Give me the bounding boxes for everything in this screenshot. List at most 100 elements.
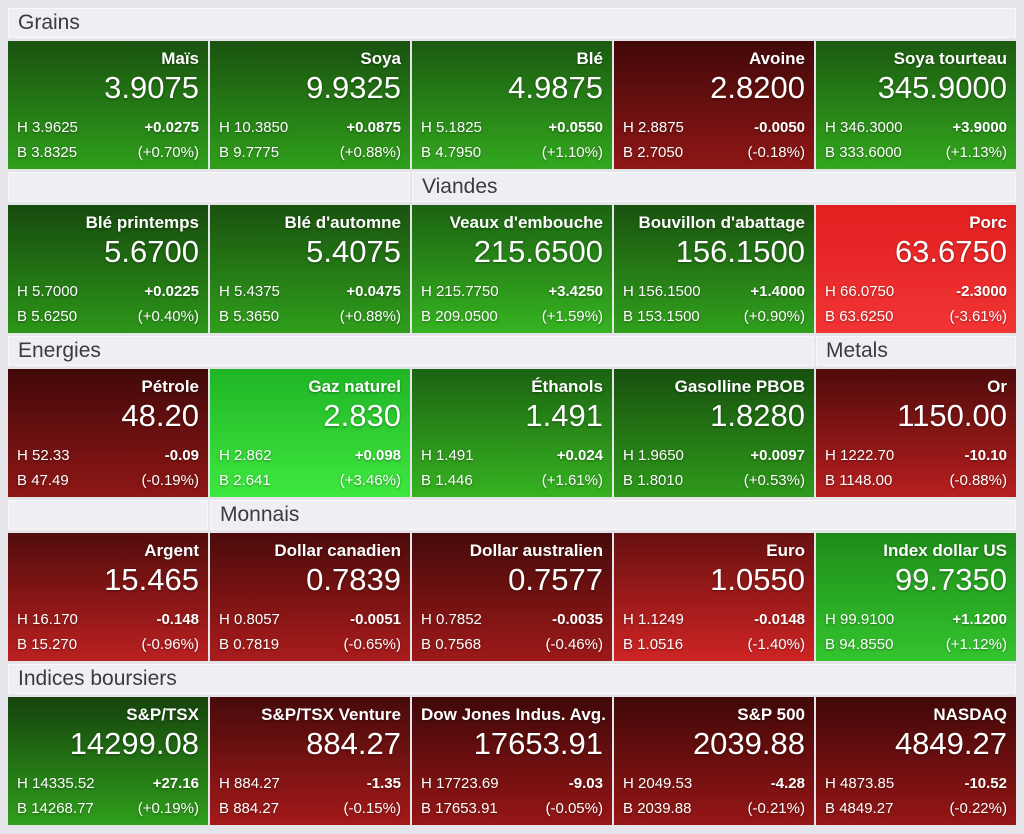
section-header: Indices boursiers bbox=[8, 664, 1016, 694]
quote-tile[interactable]: Porc 63.6750 H 66.0750 -2.3000 B 63.6250… bbox=[816, 205, 1016, 333]
low-prefix-label: B bbox=[219, 800, 230, 817]
high-prefix-label: H bbox=[421, 119, 432, 136]
quote-tile[interactable]: Maïs 3.9075 H 3.9625 +0.0275 B 3.8325 (+… bbox=[8, 41, 208, 169]
quote-details: H 215.7750 +3.4250 B 209.0500 (+1.59%) bbox=[421, 274, 603, 324]
quote-tile[interactable]: Éthanols 1.491 H 1.491 +0.024 B 1.446 (+… bbox=[412, 369, 612, 497]
quote-price: 5.6700 bbox=[104, 234, 199, 270]
quote-details: H 1.9650 +0.0097 B 1.8010 (+0.53%) bbox=[623, 438, 805, 488]
quote-tile[interactable]: Soya tourteau 345.9000 H 346.3000 +3.900… bbox=[816, 41, 1016, 169]
quote-tile[interactable]: Veaux d'embouche 215.6500 H 215.7750 +3.… bbox=[412, 205, 612, 333]
section-header-label: Indices boursiers bbox=[18, 667, 177, 690]
quote-change-percent: (-0.46%) bbox=[545, 636, 603, 653]
high-value: 2.862 bbox=[234, 447, 272, 464]
quote-change: -9.03 bbox=[568, 775, 603, 792]
high-value: 52.33 bbox=[32, 447, 70, 464]
quote-price: 2039.88 bbox=[692, 726, 805, 762]
high-value: 156.1500 bbox=[638, 283, 701, 300]
high-value: 17723.69 bbox=[436, 775, 499, 792]
quote-name: Blé d'automne bbox=[284, 213, 401, 232]
high-prefix-label: H bbox=[17, 447, 28, 464]
quote-details: H 3.9625 +0.0275 B 3.8325 (+0.70%) bbox=[17, 110, 199, 160]
quote-change: +3.4250 bbox=[548, 283, 603, 300]
high-prefix-label: H bbox=[825, 775, 836, 792]
quote-change-percent: (+0.88%) bbox=[339, 308, 401, 325]
high-value: 2049.53 bbox=[638, 775, 693, 792]
quote-tile[interactable]: Soya 9.9325 H 10.3850 +0.0875 B 9.7775 (… bbox=[210, 41, 410, 169]
quote-low: B 47.49 bbox=[17, 473, 69, 488]
quote-change: +3.9000 bbox=[952, 119, 1007, 136]
quote-tile[interactable]: Or 1150.00 H 1222.70 -10.10 B 1148.00 (-… bbox=[816, 369, 1016, 497]
quote-details: H 5.1825 +0.0550 B 4.7950 (+1.10%) bbox=[421, 110, 603, 160]
quote-name: Soya bbox=[360, 49, 401, 68]
quote-tile[interactable]: Argent 15.465 H 16.170 -0.148 B 15.270 (… bbox=[8, 533, 208, 661]
quote-tile[interactable]: Blé 4.9875 H 5.1825 +0.0550 B 4.7950 (+1… bbox=[412, 41, 612, 169]
quote-tile[interactable]: S&P 500 2039.88 H 2049.53 -4.28 B 2039.8… bbox=[614, 697, 814, 825]
quote-name: Dow Jones Indus. Avg. bbox=[421, 705, 606, 724]
low-prefix-label: B bbox=[17, 144, 28, 161]
high-value: 5.7000 bbox=[32, 283, 78, 300]
quote-low: B 0.7568 bbox=[421, 637, 481, 652]
quote-tile[interactable]: Blé printemps 5.6700 H 5.7000 +0.0225 B … bbox=[8, 205, 208, 333]
high-prefix-label: H bbox=[17, 119, 28, 136]
quote-tile[interactable]: NASDAQ 4849.27 H 4873.85 -10.52 B 4849.2… bbox=[816, 697, 1016, 825]
quote-change-percent: (+1.10%) bbox=[541, 144, 603, 161]
high-prefix-label: H bbox=[421, 611, 432, 628]
low-prefix-label: B bbox=[825, 308, 836, 325]
low-prefix-label: B bbox=[623, 308, 634, 325]
quote-low: B 14268.77 bbox=[17, 801, 94, 816]
quote-details: H 5.7000 +0.0225 B 5.6250 (+0.40%) bbox=[17, 274, 199, 324]
quote-price: 3.9075 bbox=[104, 70, 199, 106]
quote-price: 1.491 bbox=[525, 398, 603, 434]
quote-change: -4.28 bbox=[770, 775, 805, 792]
quote-low: B 1.0516 bbox=[623, 637, 683, 652]
quote-tile[interactable]: Avoine 2.8200 H 2.8875 -0.0050 B 2.7050 … bbox=[614, 41, 814, 169]
high-value: 0.8057 bbox=[234, 611, 280, 628]
low-value: 63.6250 bbox=[839, 308, 894, 325]
section-header bbox=[8, 172, 410, 202]
quote-change: -0.09 bbox=[164, 447, 199, 464]
quote-price: 48.20 bbox=[121, 398, 199, 434]
quote-tile[interactable]: S&P/TSX Venture 884.27 H 884.27 -1.35 B … bbox=[210, 697, 410, 825]
high-value: 66.0750 bbox=[840, 283, 895, 300]
quote-change-percent: (-0.21%) bbox=[747, 800, 805, 817]
high-prefix-label: H bbox=[17, 283, 28, 300]
quote-tile[interactable]: Dollar australien 0.7577 H 0.7852 -0.003… bbox=[412, 533, 612, 661]
quote-tile[interactable]: Blé d'automne 5.4075 H 5.4375 +0.0475 B … bbox=[210, 205, 410, 333]
quote-tile[interactable]: Bouvillon d'abattage 156.1500 H 156.1500… bbox=[614, 205, 814, 333]
high-prefix-label: H bbox=[219, 611, 230, 628]
section-header-label: Grains bbox=[18, 11, 80, 34]
high-value: 14335.52 bbox=[32, 775, 95, 792]
high-value: 346.3000 bbox=[840, 119, 903, 136]
low-value: 3.8325 bbox=[31, 144, 78, 161]
section-header-label: Monnais bbox=[220, 503, 300, 526]
low-prefix-label: B bbox=[219, 144, 230, 161]
quote-details: H 0.8057 -0.0051 B 0.7819 (-0.65%) bbox=[219, 602, 401, 652]
high-prefix-label: H bbox=[17, 611, 28, 628]
quote-tile[interactable]: Index dollar US 99.7350 H 99.9100 +1.120… bbox=[816, 533, 1016, 661]
high-value: 10.3850 bbox=[234, 119, 289, 136]
quote-change: -0.148 bbox=[156, 611, 199, 628]
quote-tile[interactable]: Euro 1.0550 H 1.1249 -0.0148 B 1.0516 (-… bbox=[614, 533, 814, 661]
low-prefix-label: B bbox=[421, 308, 432, 325]
quote-low: B 1.446 bbox=[421, 473, 473, 488]
low-prefix-label: B bbox=[17, 636, 28, 653]
high-value: 1.1249 bbox=[638, 611, 684, 628]
quote-tile[interactable]: Dollar canadien 0.7839 H 0.8057 -0.0051 … bbox=[210, 533, 410, 661]
quote-high: H 0.7852 bbox=[421, 612, 482, 627]
high-prefix-label: H bbox=[421, 775, 432, 792]
low-prefix-label: B bbox=[219, 308, 230, 325]
low-value: 15.270 bbox=[31, 636, 78, 653]
quote-tile[interactable]: Gaz naturel 2.830 H 2.862 +0.098 B 2.641… bbox=[210, 369, 410, 497]
quote-tile[interactable]: Dow Jones Indus. Avg. 17653.91 H 17723.6… bbox=[412, 697, 612, 825]
quote-price: 1150.00 bbox=[897, 398, 1007, 434]
quote-name: Porc bbox=[969, 213, 1007, 232]
quote-tile[interactable]: Pétrole 48.20 H 52.33 -0.09 B 47.49 (-0.… bbox=[8, 369, 208, 497]
quote-tile[interactable]: S&P/TSX 14299.08 H 14335.52 +27.16 B 142… bbox=[8, 697, 208, 825]
quote-details: H 2.862 +0.098 B 2.641 (+3.46%) bbox=[219, 438, 401, 488]
quote-tile[interactable]: Gasolline PBOB 1.8280 H 1.9650 +0.0097 B… bbox=[614, 369, 814, 497]
low-value: 2.641 bbox=[233, 472, 271, 489]
quote-low: B 4.7950 bbox=[421, 145, 481, 160]
quote-name: NASDAQ bbox=[933, 705, 1007, 724]
high-value: 1.491 bbox=[436, 447, 474, 464]
high-value: 215.7750 bbox=[436, 283, 499, 300]
